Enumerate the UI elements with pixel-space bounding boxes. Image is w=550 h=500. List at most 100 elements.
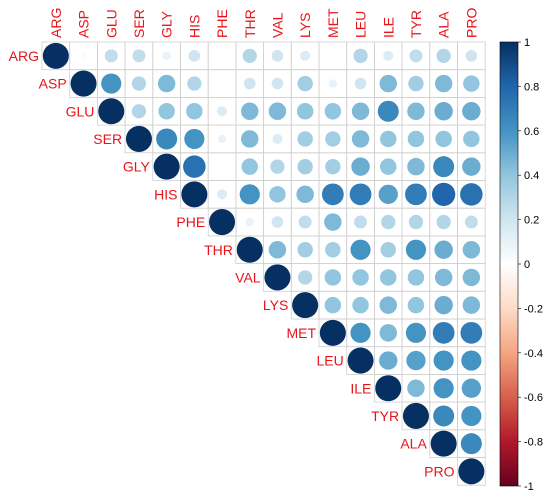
corr-circle-glu-ser: [131, 104, 147, 119]
corr-circle-asp-pro: [463, 75, 480, 92]
grid-cell: [207, 152, 237, 181]
column-label-met: MET: [325, 8, 341, 38]
corr-circle-gly-leu: [351, 157, 370, 176]
corr-circle-arg-asp: [81, 53, 86, 59]
corr-circle-met-tyr: [405, 322, 427, 343]
corr-circle-his-ile: [378, 184, 398, 205]
corr-circle-ser-ala: [435, 130, 452, 148]
corr-circle-thr-lys: [297, 242, 313, 258]
column-label-tyr: TYR: [408, 10, 424, 38]
corr-circle-glu-ile: [377, 100, 399, 122]
corr-circle-glu-ala: [434, 102, 453, 121]
grid-cell: [207, 41, 237, 71]
corr-circle-asp-leu: [354, 77, 367, 90]
corr-circle-leu-ile: [379, 351, 398, 370]
corr-circle-glu-tyr: [407, 102, 425, 120]
corr-circle-glu-pro: [462, 102, 481, 121]
corr-circle-his-leu: [349, 183, 372, 206]
colorbar-tick-label: 0.2: [524, 215, 539, 227]
corr-circle-arg-glu: [104, 49, 118, 63]
corr-circle-gly-ala: [433, 156, 455, 178]
corr-circle-gly-lys: [297, 158, 313, 175]
corr-circle-arg-ile: [383, 50, 394, 61]
corr-circle-his-ala: [432, 182, 456, 206]
colorbar-tick-label: -0.2: [524, 303, 543, 315]
corr-circle-his-pro: [460, 183, 483, 206]
corr-circle-val-ala: [434, 268, 453, 287]
corr-circle-thr-met: [325, 242, 341, 258]
corr-circle-ile-pro: [461, 378, 482, 398]
corr-circle-ser-lys: [297, 131, 313, 147]
corr-circle-ile-tyr: [407, 379, 425, 397]
column-label-ala: ALA: [436, 11, 452, 38]
grid-cell: [207, 69, 237, 98]
corr-circle-thr-thr: [236, 236, 263, 263]
row-label-tyr: TYR: [371, 408, 399, 424]
colorbar-tick-label: 0.4: [524, 170, 539, 182]
corr-circle-ala-pro: [460, 433, 482, 455]
corr-circle-arg-pro: [465, 50, 478, 62]
corr-circle-met-ile: [379, 324, 397, 342]
corr-circle-thr-val: [268, 241, 287, 259]
corr-circle-phe-met: [324, 213, 342, 231]
corr-circle-his-tyr: [405, 183, 427, 206]
corr-circle-pro-pro: [458, 458, 485, 485]
corr-circle-lys-ala: [434, 295, 453, 315]
corr-circle-glu-glu: [98, 98, 125, 125]
corr-circle-his-phe: [217, 189, 228, 200]
corr-circle-met-met: [319, 319, 346, 346]
corr-circle-asp-his: [187, 76, 202, 91]
corr-circle-asp-val: [271, 77, 284, 90]
corr-circle-asp-gly: [157, 74, 176, 93]
row-label-ala: ALA: [400, 436, 427, 452]
corr-circle-ser-pro: [463, 130, 480, 148]
corr-circle-asp-ile: [379, 74, 397, 93]
corr-circle-ser-leu: [351, 130, 370, 148]
column-label-thr: THR: [242, 9, 258, 38]
corr-circle-arg-val: [271, 50, 284, 62]
corr-circle-ser-met: [325, 131, 341, 147]
corr-circle-val-lys: [298, 270, 313, 285]
corr-circle-phe-tyr: [408, 214, 424, 230]
corr-circle-ser-thr: [241, 130, 259, 148]
corr-circle-tyr-ala: [433, 405, 455, 427]
corr-circle-tyr-pro: [461, 405, 482, 427]
corr-circle-thr-leu: [350, 239, 371, 260]
grid-cell: [318, 41, 348, 71]
corr-circle-lys-tyr: [407, 296, 425, 314]
corr-circle-phe-pro: [464, 215, 478, 229]
corr-circle-val-pro: [462, 268, 481, 287]
grid-lines: [41, 41, 486, 486]
colorbar-gradient: [499, 41, 519, 487]
corr-circle-val-val: [264, 264, 291, 291]
row-label-glu: GLU: [66, 103, 95, 119]
row-label-val: VAL: [235, 269, 261, 285]
corr-circle-ile-ile: [375, 375, 402, 402]
corr-circle-phe-ile: [381, 214, 396, 230]
column-label-arg: ARG: [48, 8, 64, 38]
corr-circle-asp-ala: [434, 74, 453, 93]
corr-circle-glu-thr: [241, 102, 259, 120]
column-label-lys: LYS: [297, 13, 313, 38]
corr-circle-glu-val: [268, 102, 287, 120]
corr-circle-val-tyr: [407, 269, 425, 286]
column-label-val: VAL: [269, 12, 285, 38]
corr-circle-thr-ala: [434, 240, 453, 259]
corr-circle-phe-lys: [298, 215, 312, 229]
corr-circle-leu-ala: [433, 350, 454, 371]
corr-circle-met-ala: [432, 321, 455, 344]
corr-circle-asp-tyr: [408, 75, 424, 92]
corr-circle-asp-asp: [70, 70, 97, 97]
corr-circle-lys-ile: [379, 296, 397, 314]
corr-circle-phe-phe: [209, 209, 236, 236]
row-label-gly: GLY: [123, 159, 151, 175]
column-label-glu: GLU: [103, 9, 119, 38]
corr-circle-ser-ile: [380, 130, 397, 148]
corr-circle-his-val: [269, 186, 286, 203]
corr-circle-val-met: [324, 269, 342, 286]
corr-circle-gly-gly: [153, 153, 180, 180]
corr-circle-val-leu: [352, 269, 369, 286]
column-label-pro: PRO: [463, 8, 479, 38]
corr-circle-his-thr: [239, 184, 260, 205]
